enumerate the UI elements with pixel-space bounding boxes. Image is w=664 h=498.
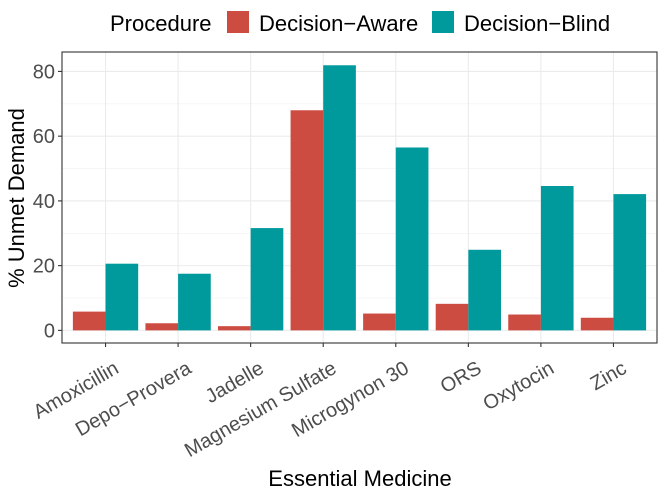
bar-decision-aware <box>145 323 179 331</box>
y-tick-label: 60 <box>33 126 55 148</box>
bar-decision-blind <box>395 147 429 331</box>
bar-decision-blind <box>105 263 139 331</box>
bar-decision-blind <box>613 194 647 331</box>
y-axis: 0 20 40 60 80 <box>33 61 62 342</box>
x-axis-title: Essential Medicine <box>268 466 451 491</box>
legend: Procedure Decision−Aware Decision−Blind <box>110 11 610 36</box>
bar-decision-blind <box>323 65 356 331</box>
legend-label-decision-aware: Decision−Aware <box>259 11 418 36</box>
bar-decision-aware <box>435 303 469 331</box>
bar-decision-blind <box>178 273 211 331</box>
bar-decision-aware <box>508 314 541 331</box>
bar-decision-aware <box>290 110 324 331</box>
bar-decision-blind <box>468 249 501 331</box>
y-tick-label: 80 <box>33 61 55 83</box>
bar-decision-aware <box>218 326 251 331</box>
legend-swatch-decision-blind <box>432 11 454 33</box>
y-tick-label: 0 <box>44 320 55 342</box>
bar-decision-aware <box>580 317 614 331</box>
bar-decision-aware <box>363 313 396 331</box>
y-axis-title: % Unmet Demand <box>4 108 29 288</box>
y-tick-label: 20 <box>33 256 55 278</box>
legend-swatch-decision-aware <box>227 11 249 33</box>
y-tick-label: 40 <box>33 191 55 213</box>
legend-label-decision-blind: Decision−Blind <box>464 11 610 36</box>
bars <box>72 65 647 331</box>
bar-decision-blind <box>540 186 574 331</box>
legend-title: Procedure <box>110 11 212 36</box>
bar-decision-aware <box>72 311 106 331</box>
bar-decision-blind <box>250 228 284 331</box>
plot-panel <box>61 51 658 344</box>
panel-border <box>61 51 658 344</box>
